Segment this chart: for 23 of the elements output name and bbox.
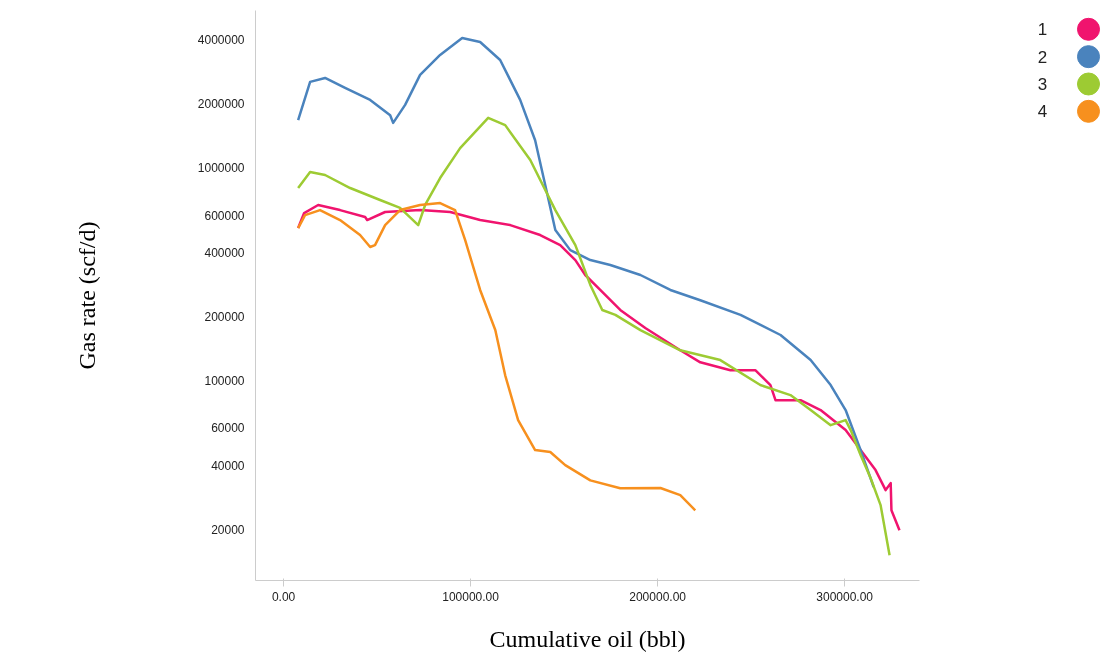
line-series	[296, 116, 891, 557]
legend-label: 4	[1037, 102, 1048, 122]
y-tick-label: 2000000	[197, 97, 245, 112]
x-tick-label: 100000.00	[442, 589, 500, 604]
x-tick-label: 0.00	[271, 589, 296, 604]
line-series	[296, 201, 697, 512]
x-tick-label: 300000.00	[816, 589, 874, 604]
x-tick-label: 200000.00	[629, 589, 687, 604]
y-axis-title: Gas rate (scf/d)	[73, 221, 100, 370]
legend-label: 2	[1037, 47, 1048, 67]
legend-label: 3	[1037, 74, 1048, 94]
y-tick-label: 40000	[211, 458, 245, 473]
legend-label: 1	[1037, 20, 1048, 40]
x-axis-title: Cumulative oil (bbl)	[489, 625, 686, 652]
y-tick-label: 20000	[211, 522, 245, 537]
y-tick-label: 60000	[211, 421, 245, 436]
y-tick-label: 4000000	[197, 33, 245, 48]
line-series	[296, 36, 875, 489]
y-tick-label: 600000	[204, 208, 245, 223]
y-tick-label: 100000	[204, 374, 245, 389]
y-tick-label: 400000	[204, 246, 245, 261]
y-tick-label: 200000	[204, 310, 245, 325]
y-tick-label: 1000000	[197, 161, 245, 176]
